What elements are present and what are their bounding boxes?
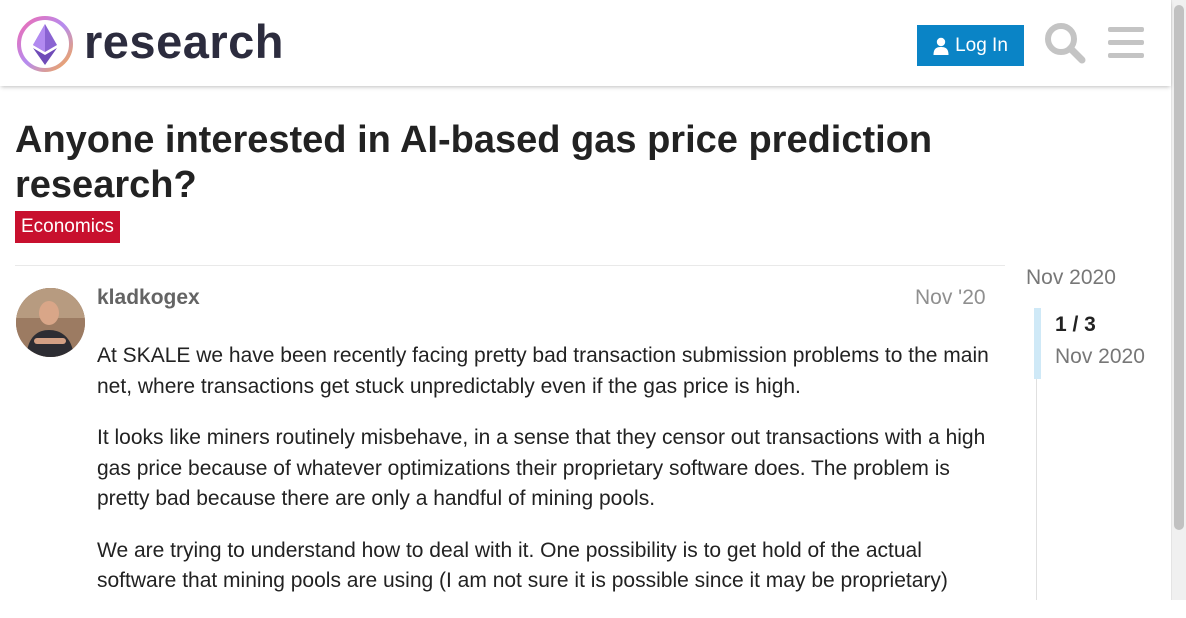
- ethereum-research-logo-icon[interactable]: [16, 15, 74, 73]
- post-body: At SKALE we have been recently facing pr…: [97, 341, 997, 618]
- post-paragraph: At SKALE we have been recently facing pr…: [97, 344, 989, 398]
- site-header: research Log In: [0, 0, 1171, 86]
- login-label: Log In: [955, 34, 1008, 56]
- site-logo-text[interactable]: research: [84, 15, 284, 68]
- timeline-start-date[interactable]: Nov 2020: [1026, 266, 1116, 289]
- category-badge[interactable]: Economics: [15, 211, 120, 243]
- search-icon[interactable]: [1044, 22, 1086, 64]
- title-divider: [15, 265, 1005, 266]
- post-username[interactable]: kladkogex: [97, 286, 200, 309]
- timeline-scroller-handle[interactable]: [1034, 308, 1041, 379]
- avatar[interactable]: [16, 288, 85, 357]
- user-icon: [933, 37, 949, 55]
- scrollbar-thumb[interactable]: [1174, 5, 1184, 530]
- page-scrollbar[interactable]: [1171, 0, 1186, 600]
- post-paragraph: It looks like miners routinely misbehave…: [97, 426, 986, 510]
- topic-title[interactable]: Anyone interested in AI-based gas price …: [15, 119, 933, 206]
- timeline-position[interactable]: 1 / 3: [1055, 313, 1096, 336]
- post-date[interactable]: Nov '20: [915, 286, 986, 309]
- timeline-current-date: Nov 2020: [1055, 345, 1145, 368]
- avatar-image: [16, 288, 85, 357]
- post-paragraph: We are trying to understand how to deal …: [97, 538, 948, 593]
- login-button[interactable]: Log In: [917, 25, 1024, 66]
- hamburger-menu-icon[interactable]: [1107, 24, 1145, 62]
- timeline-track[interactable]: [1036, 308, 1037, 600]
